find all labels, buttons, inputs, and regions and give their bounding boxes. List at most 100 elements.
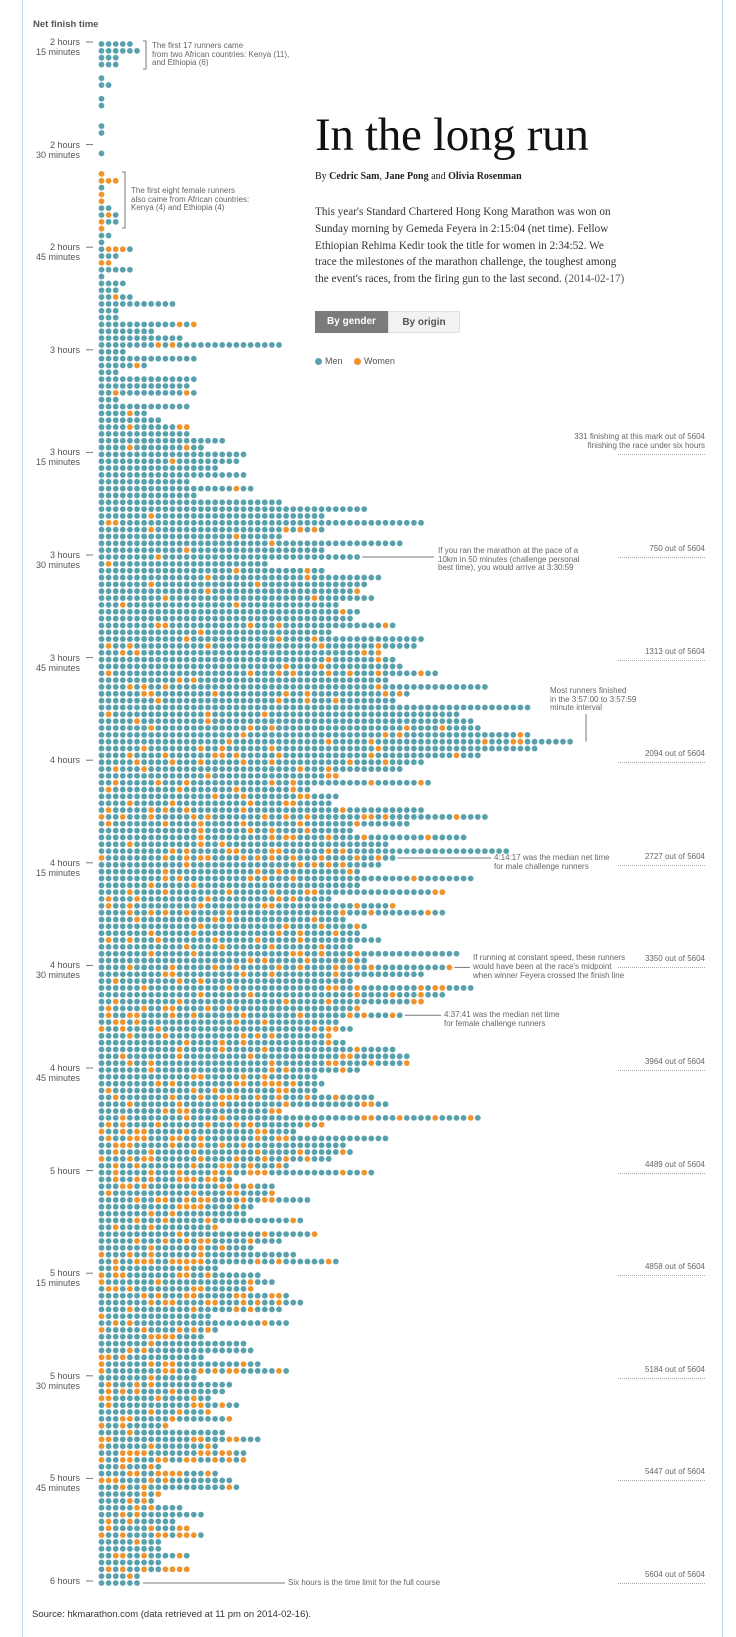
dot-man bbox=[261, 684, 268, 690]
dot-man bbox=[240, 930, 247, 937]
dot-man bbox=[304, 909, 311, 916]
dot-man bbox=[375, 738, 382, 745]
dot-man bbox=[354, 889, 360, 896]
dot-woman bbox=[240, 793, 247, 800]
dot-man bbox=[446, 684, 453, 690]
dot-man bbox=[198, 985, 204, 991]
dot-man bbox=[198, 1231, 204, 1238]
dot-man bbox=[119, 547, 126, 554]
dot-man bbox=[148, 1121, 155, 1128]
dot-man bbox=[126, 1114, 133, 1121]
dot-man bbox=[112, 417, 119, 424]
dot-man bbox=[155, 526, 162, 533]
dot-man bbox=[332, 1012, 339, 1019]
dot-man bbox=[162, 964, 169, 971]
dot-man bbox=[389, 540, 396, 547]
dot-man bbox=[183, 991, 190, 998]
dot-man bbox=[183, 834, 190, 841]
dot-man bbox=[176, 834, 183, 841]
dot-man bbox=[134, 1046, 140, 1053]
dot-man bbox=[205, 738, 211, 745]
dot-man bbox=[112, 889, 119, 896]
dot-man bbox=[332, 677, 339, 684]
dot-man bbox=[375, 820, 382, 827]
dot-woman bbox=[304, 574, 311, 581]
dot-man bbox=[247, 868, 254, 875]
dot-man bbox=[112, 807, 119, 813]
dot-man bbox=[318, 690, 325, 697]
dot-man bbox=[198, 643, 204, 649]
dot-man bbox=[254, 1183, 261, 1190]
dot-man bbox=[318, 1149, 325, 1155]
dot-man bbox=[162, 643, 169, 649]
dot-man bbox=[261, 649, 268, 656]
dot-woman bbox=[261, 1169, 268, 1176]
dot-man bbox=[290, 1156, 297, 1162]
dot-man bbox=[105, 875, 112, 882]
dot-man bbox=[183, 902, 190, 909]
dot-woman bbox=[226, 848, 233, 855]
dot-man bbox=[283, 841, 289, 848]
dot-man bbox=[198, 711, 204, 718]
dot-woman bbox=[517, 738, 524, 745]
dot-man bbox=[226, 1019, 233, 1026]
dot-man bbox=[112, 957, 119, 964]
dot-woman bbox=[283, 923, 289, 930]
dot-man bbox=[198, 342, 204, 348]
dot-man bbox=[325, 889, 332, 896]
dot-man bbox=[98, 759, 105, 766]
dot-man bbox=[155, 335, 162, 342]
dot-man bbox=[375, 1046, 382, 1053]
dot-man bbox=[198, 766, 204, 772]
dot-man bbox=[368, 834, 375, 841]
dot-woman bbox=[325, 670, 332, 677]
dot-woman bbox=[368, 814, 375, 820]
dot-man bbox=[340, 957, 346, 964]
dot-man bbox=[155, 1128, 162, 1135]
dot-woman bbox=[105, 560, 112, 567]
dot-man bbox=[347, 1060, 353, 1067]
dot-man bbox=[162, 437, 169, 444]
dot-man bbox=[198, 472, 204, 478]
dot-man bbox=[340, 636, 346, 642]
dot-man bbox=[247, 937, 254, 943]
dot-man bbox=[304, 588, 311, 595]
dot-man bbox=[190, 1244, 197, 1251]
dot-man bbox=[119, 465, 126, 471]
dot-man bbox=[290, 1060, 297, 1067]
dot-man bbox=[105, 718, 112, 725]
dot-woman bbox=[233, 1019, 240, 1026]
dot-man bbox=[276, 731, 282, 738]
dot-man bbox=[176, 991, 183, 998]
dot-man bbox=[205, 923, 211, 930]
dot-man bbox=[276, 909, 282, 916]
dot-man bbox=[219, 1073, 226, 1080]
dot-man bbox=[148, 1046, 155, 1053]
dot-man bbox=[148, 444, 155, 451]
dot-man bbox=[233, 896, 240, 902]
dot-man bbox=[155, 875, 162, 882]
dot-man bbox=[176, 444, 183, 451]
dot-man bbox=[219, 472, 226, 478]
dot-woman bbox=[233, 752, 240, 759]
dot-man bbox=[183, 383, 190, 389]
dot-woman bbox=[283, 1101, 289, 1108]
dot-man bbox=[219, 786, 226, 793]
dot-man bbox=[148, 663, 155, 670]
dot-woman bbox=[148, 513, 155, 519]
dot-man bbox=[375, 731, 382, 738]
dot-woman bbox=[261, 957, 268, 964]
dot-man bbox=[304, 704, 311, 711]
dot-man bbox=[347, 814, 353, 820]
dot-woman bbox=[276, 1258, 282, 1265]
dot-man bbox=[198, 499, 204, 506]
dot-man bbox=[361, 752, 368, 759]
dot-woman bbox=[205, 643, 211, 649]
dot-man bbox=[212, 855, 219, 861]
dot-woman bbox=[233, 786, 240, 793]
dot-man bbox=[190, 957, 197, 964]
dot-man bbox=[389, 848, 396, 855]
dot-man bbox=[155, 923, 162, 930]
dot-man bbox=[375, 636, 382, 642]
dot-man bbox=[261, 855, 268, 861]
